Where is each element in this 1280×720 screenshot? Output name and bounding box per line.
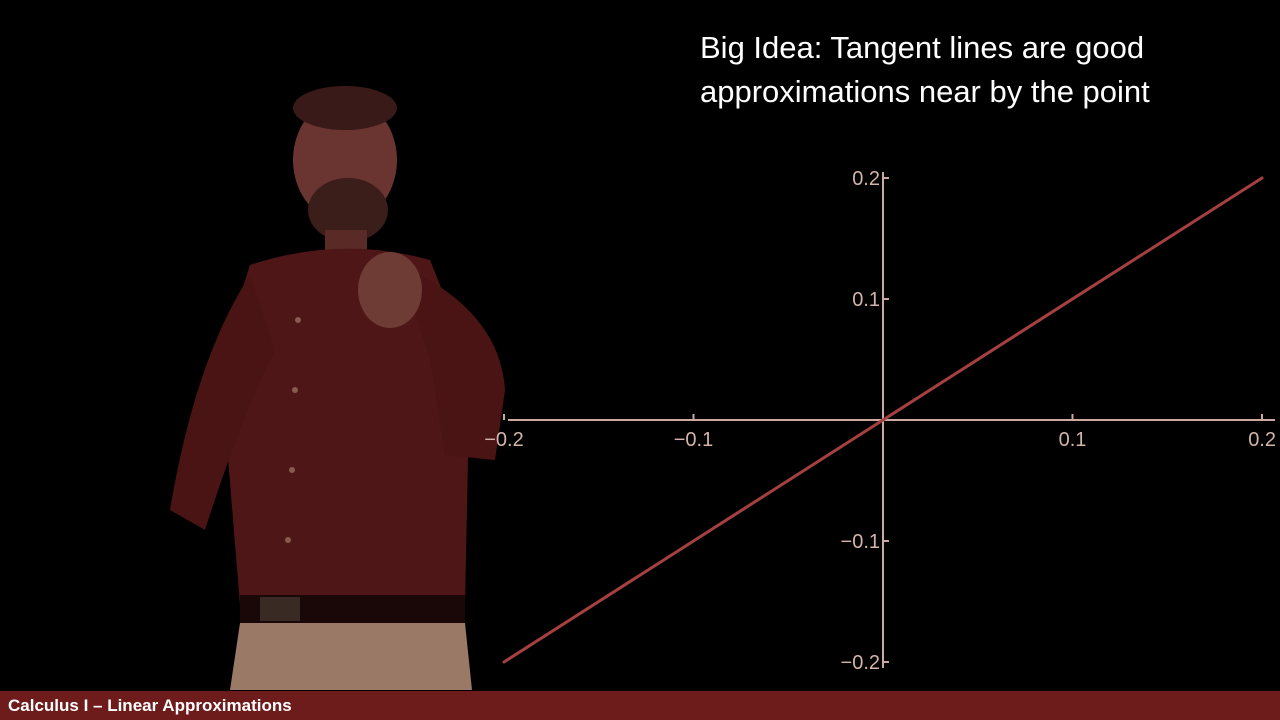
instructor-figure [170,86,505,690]
footer-bar: Calculus I – Linear Approximations [0,691,1280,720]
y-tick-label: 0.2 [852,168,880,190]
x-tick-label: 0.1 [1059,429,1087,451]
plot-series [502,176,1264,664]
y-tick-label: −0.1 [841,531,880,553]
headline-line-2: approximations near by the point [700,74,1150,109]
course-title: Calculus I – Linear Approximations [8,696,292,715]
x-tick-label: 0.2 [1248,429,1276,451]
tick-labels: −0.2 −0.1 0.1 0.2 0.2 0.1 −0.1 −0.2 [484,168,1276,674]
tangent-line-series [502,176,1264,664]
x-tick-label: −0.1 [674,429,713,451]
headline-line-1: Big Idea: Tangent lines are good [700,30,1145,65]
x-tick-label: −0.2 [484,429,523,451]
axes [503,172,1275,668]
y-tick-label: −0.2 [841,652,880,674]
slide-headline: Big Idea: Tangent lines are good approxi… [700,26,1260,114]
y-tick-label: 0.1 [852,289,880,311]
